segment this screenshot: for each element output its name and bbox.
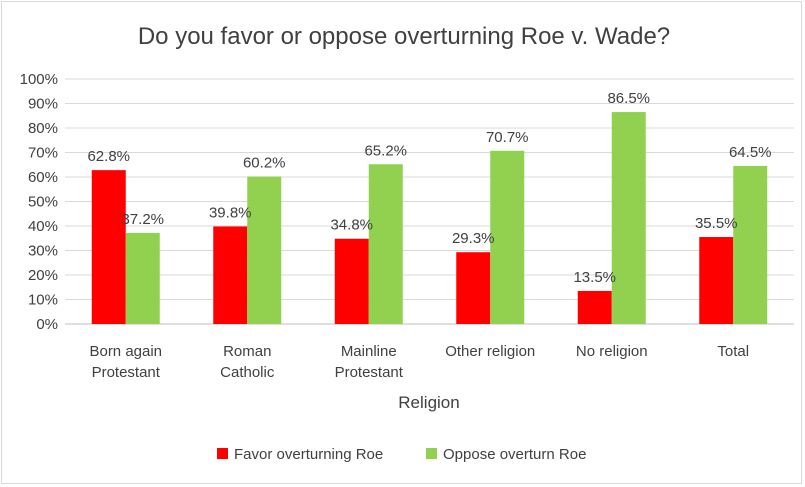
y-tick-label: 50%	[28, 194, 58, 211]
data-labels: 62.8% 37.2% 39.8% 60.2% 34.8% 65.2% 29.3% 70.7%…	[87, 90, 771, 286]
data-label: 39.8%	[209, 204, 252, 221]
legend-swatch	[217, 448, 228, 459]
y-tick-label: 80%	[28, 120, 58, 137]
y-axis-ticks: 0% 10% 20% 30% 40% 50% 60% 70% 80% 90% 100%	[20, 71, 58, 333]
y-tick-label: 10%	[28, 292, 58, 309]
data-label: 35.5%	[695, 215, 738, 232]
legend: Favor overturning Roe Oppose overturn Roe	[217, 446, 586, 463]
bar-favor	[699, 237, 734, 324]
data-label: 13.5%	[573, 269, 616, 286]
bar-favor	[577, 290, 612, 324]
x-category-label: Born again Protestant	[89, 343, 162, 381]
legend-swatch	[426, 448, 437, 459]
bar-favor	[334, 238, 369, 324]
y-tick-label: 40%	[28, 218, 58, 235]
bar-oppose	[611, 112, 646, 324]
bar-oppose	[247, 176, 282, 324]
y-tick-label: 70%	[28, 145, 58, 162]
y-tick-label: 100%	[20, 71, 58, 88]
bar-oppose	[368, 164, 403, 324]
data-label: 60.2%	[243, 155, 286, 172]
data-label: 64.5%	[729, 144, 772, 161]
data-label: 70.7%	[486, 129, 529, 146]
x-category-label: Mainline Protestant	[335, 343, 404, 381]
bar-favor	[456, 252, 491, 324]
gridlines	[65, 78, 794, 325]
data-label: 65.2%	[364, 142, 407, 159]
bars	[91, 112, 768, 324]
data-label: 37.2%	[121, 211, 164, 228]
chart-title: Do you favor or oppose overturning Roe v…	[138, 23, 670, 50]
y-tick-label: 90%	[28, 96, 58, 113]
y-tick-label: 30%	[28, 243, 58, 260]
data-label: 29.3%	[452, 230, 495, 247]
x-category-label: Other religion	[445, 343, 535, 360]
bar-favor	[91, 170, 126, 324]
y-tick-label: 0%	[36, 316, 58, 333]
data-label: 86.5%	[607, 90, 650, 107]
bar-favor	[213, 226, 248, 324]
data-label: 34.8%	[330, 217, 373, 234]
data-label: 62.8%	[87, 148, 130, 165]
legend-label: Favor overturning Roe	[234, 446, 383, 463]
bar-oppose	[125, 232, 160, 324]
x-category-label: Roman Catholic	[220, 343, 275, 381]
x-axis-title: Religion	[398, 393, 459, 412]
category-labels: Born again Protestant Roman Catholic Mainlin…	[89, 343, 749, 381]
y-tick-label: 60%	[28, 169, 58, 186]
x-category-label: No religion	[576, 343, 648, 360]
x-category-label: Total	[717, 343, 749, 360]
legend-label: Oppose overturn Roe	[443, 446, 586, 463]
bar-oppose	[733, 165, 768, 324]
bar-oppose	[490, 150, 525, 324]
y-tick-label: 20%	[28, 267, 58, 284]
